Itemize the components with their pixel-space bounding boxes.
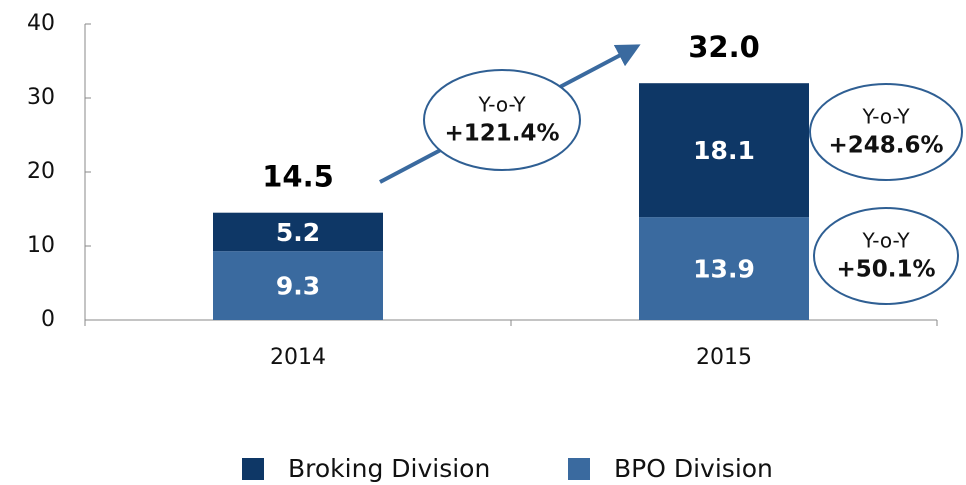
annotation-value: +50.1% xyxy=(836,257,935,283)
y-tick-label: 30 xyxy=(27,85,55,110)
annotation-bubble xyxy=(809,83,963,181)
total-label: 32.0 xyxy=(688,30,760,64)
annotation-label: Y-o-Y xyxy=(477,93,526,117)
annotation-value: +248.6% xyxy=(828,133,943,159)
y-tick-label: 40 xyxy=(27,11,55,36)
bar-segment xyxy=(639,217,809,320)
annotation-value: +121.4% xyxy=(444,121,559,147)
y-tick-label: 10 xyxy=(27,233,55,258)
legend-swatch xyxy=(568,458,590,480)
data-label: 13.9 xyxy=(693,255,755,284)
data-label: 9.3 xyxy=(276,272,320,301)
legend-swatch xyxy=(242,458,264,480)
annotation-label: Y-o-Y xyxy=(861,229,910,253)
data-label: 5.2 xyxy=(276,218,320,247)
bar-segment xyxy=(213,251,383,320)
legend-label: Broking Division xyxy=(288,454,490,483)
bar-segment xyxy=(639,83,809,218)
annotation-bubble xyxy=(813,207,959,305)
y-tick-label: 0 xyxy=(41,307,55,332)
total-label: 14.5 xyxy=(262,160,334,194)
x-tick-label: 2014 xyxy=(270,345,326,370)
legend-label: BPO Division xyxy=(614,454,773,483)
data-label: 18.1 xyxy=(693,136,755,165)
annotation-label: Y-o-Y xyxy=(861,105,910,129)
x-tick-label: 2015 xyxy=(696,345,752,370)
y-tick-label: 20 xyxy=(27,159,55,184)
annotation-bubble xyxy=(423,69,581,171)
bar-segment xyxy=(213,212,383,252)
